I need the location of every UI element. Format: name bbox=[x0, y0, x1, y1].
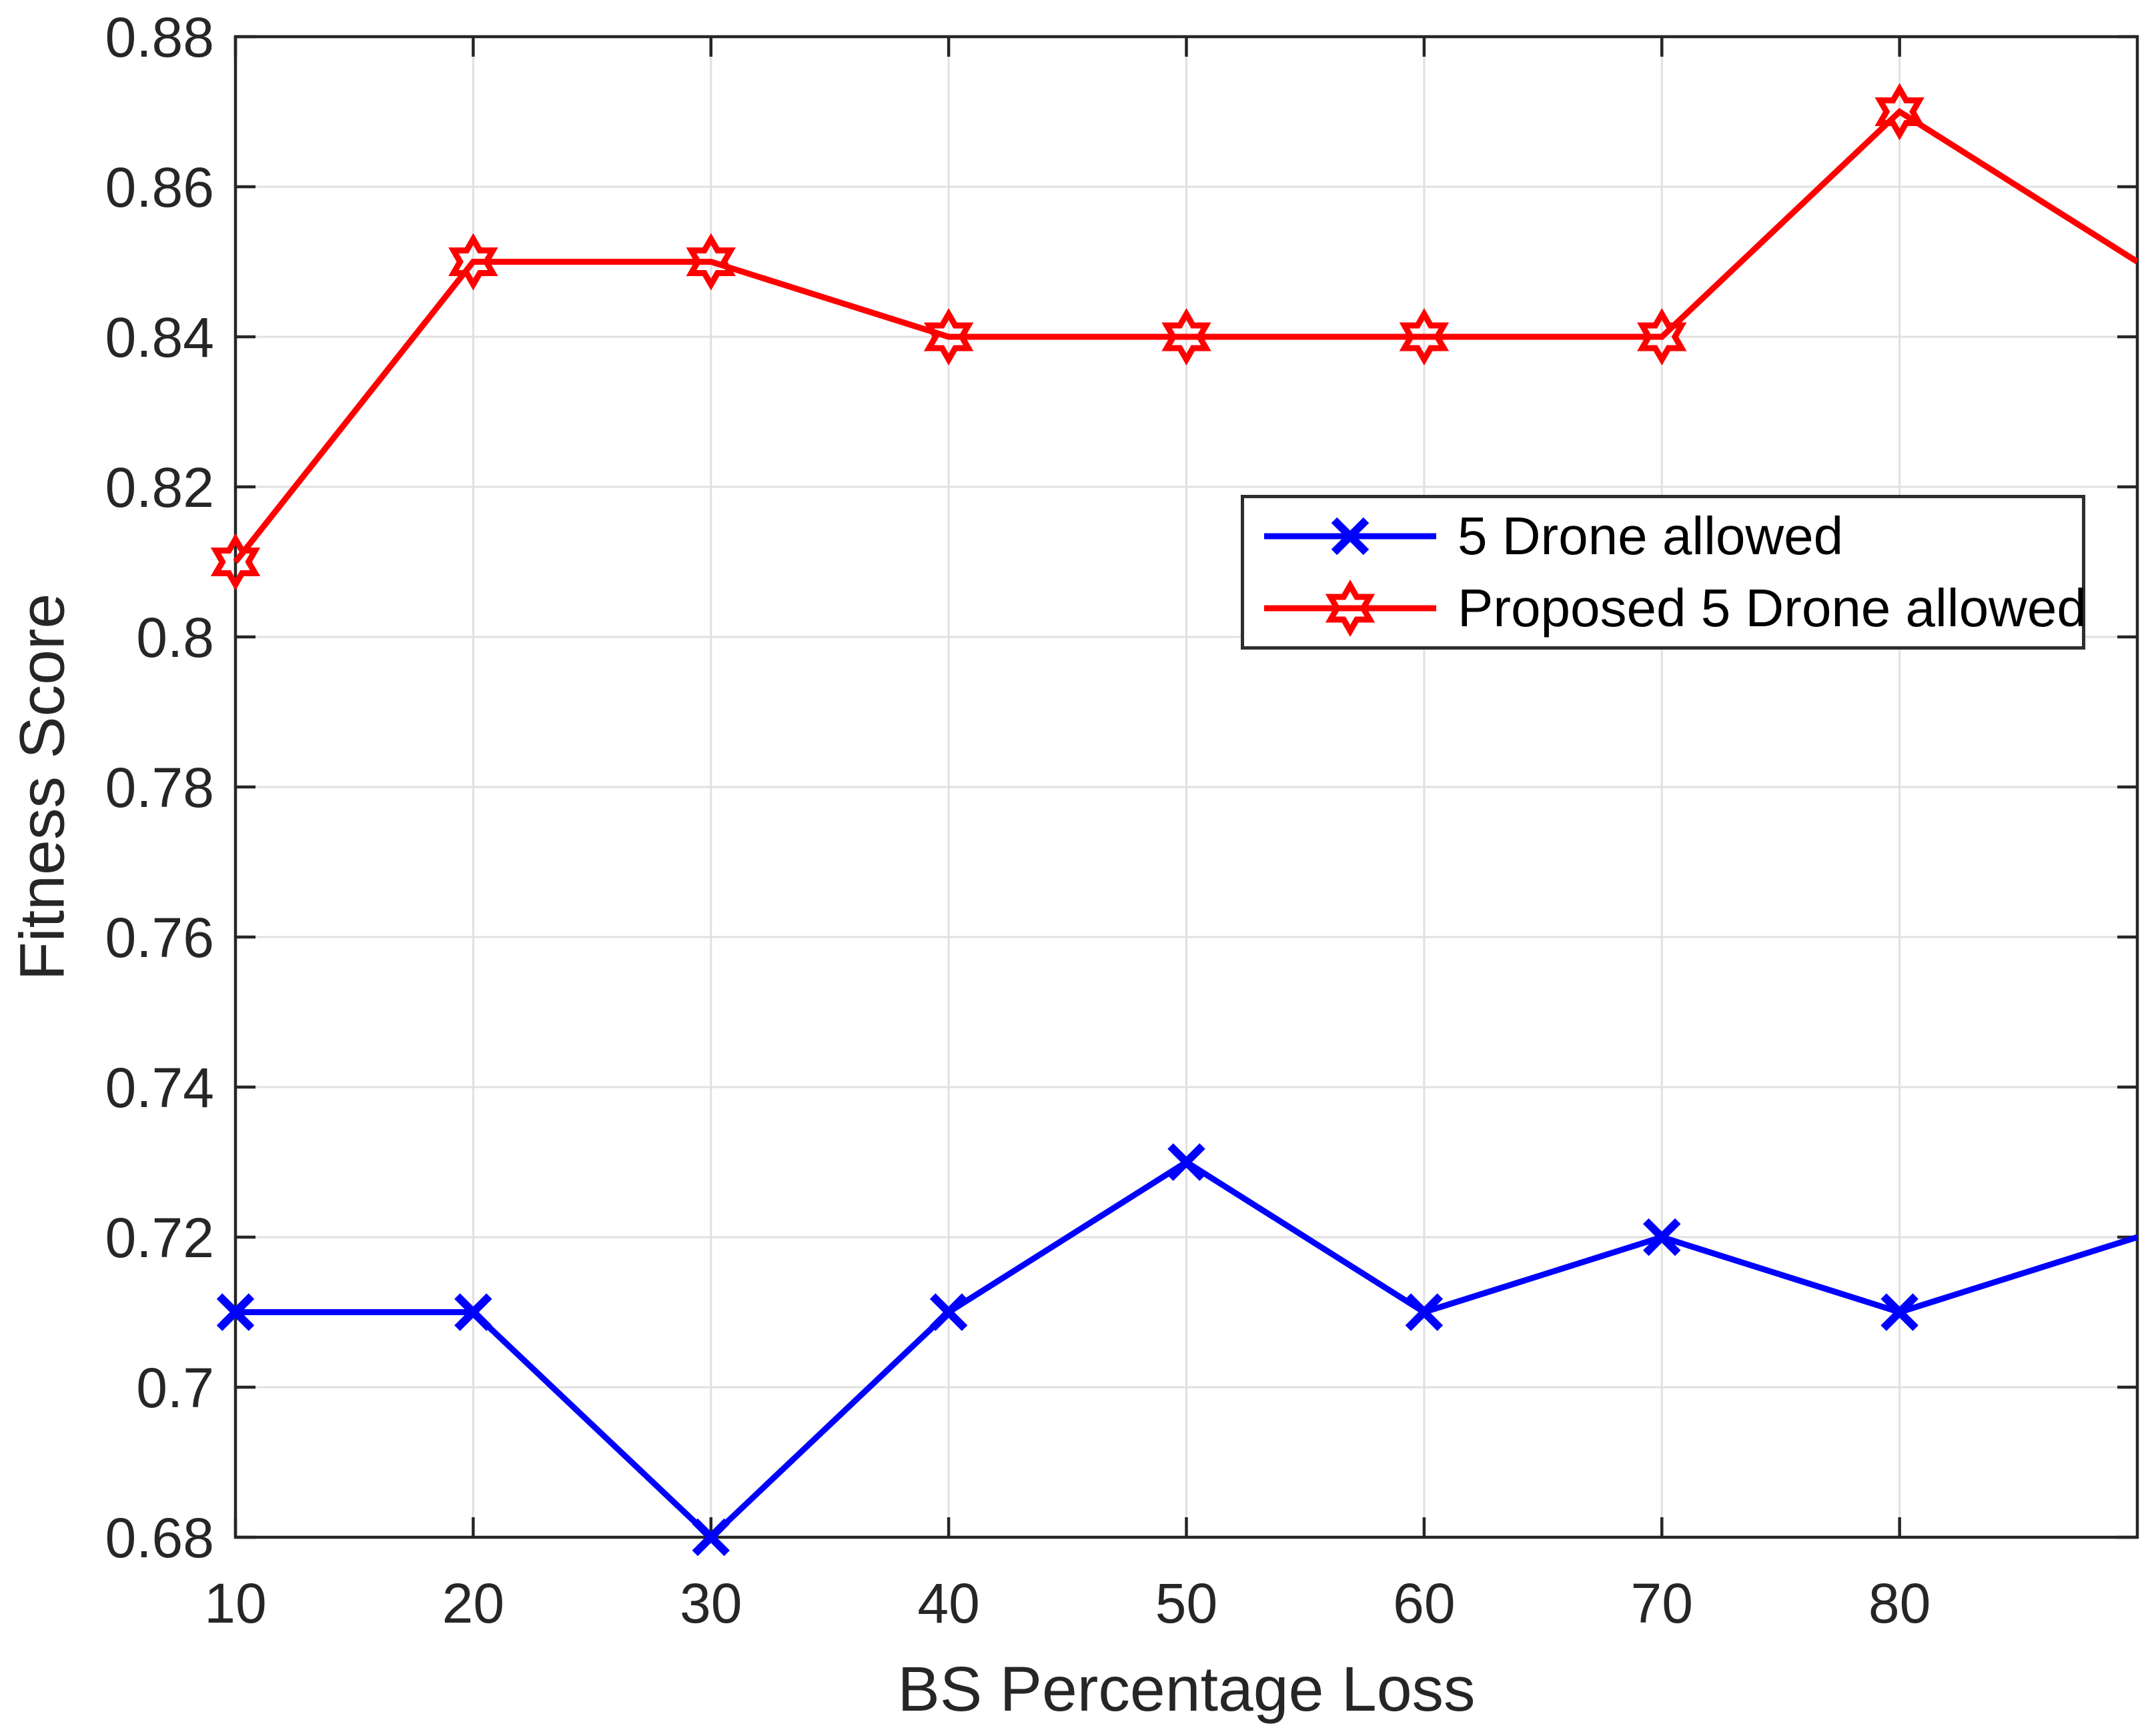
tick-labels: 0.68 0.7 0.72 0.74 0.76 0.78 0.8 0.82 0.84 0.86 0.… bbox=[105, 6, 1931, 1635]
legend-item-5-drone: 5 Drone allowed bbox=[1244, 502, 2082, 571]
legend: 5 Drone allowed Proposed 5 Drone allowed bbox=[1241, 495, 2087, 650]
series-red bbox=[210, 83, 2137, 591]
y-tick-label: 0.88 bbox=[105, 6, 215, 69]
x-tick-label: 20 bbox=[442, 1572, 504, 1635]
y-tick-label: 0.86 bbox=[105, 156, 215, 219]
x-tick-label: 50 bbox=[1155, 1572, 1217, 1635]
y-tick-label: 0.8 bbox=[136, 606, 214, 669]
x-tick-label: 30 bbox=[680, 1572, 742, 1635]
y-tick-label: 0.78 bbox=[105, 756, 215, 819]
x-tick-label: 10 bbox=[204, 1572, 266, 1635]
y-tick-label: 0.68 bbox=[105, 1507, 215, 1569]
legend-line-sample-x-marker-icon bbox=[1261, 502, 1439, 571]
series-blue bbox=[216, 1143, 2137, 1557]
x-axis-label: BS Percentage Loss bbox=[897, 1654, 1476, 1725]
y-tick-label: 0.7 bbox=[136, 1357, 214, 1419]
y-tick-label: 0.82 bbox=[105, 456, 215, 519]
y-tick-label: 0.84 bbox=[105, 306, 215, 369]
y-tick-label: 0.72 bbox=[105, 1206, 215, 1269]
y-tick-label: 0.76 bbox=[105, 906, 215, 969]
x-tick-label: 80 bbox=[1868, 1572, 1931, 1635]
series-markers bbox=[210, 83, 1925, 591]
x-tick-label: 40 bbox=[917, 1572, 979, 1635]
series-line bbox=[233, 107, 2137, 564]
legend-item-proposed-5-drone: Proposed 5 Drone allowed bbox=[1244, 574, 2087, 643]
legend-label: 5 Drone allowed bbox=[1458, 506, 1844, 566]
y-axis-label: Fitness Score bbox=[7, 593, 78, 981]
y-tick-label: 0.74 bbox=[105, 1056, 215, 1119]
legend-label: Proposed 5 Drone allowed bbox=[1458, 578, 2087, 638]
legend-line-sample-hexagram-marker-icon bbox=[1261, 574, 1439, 643]
x-tick-label: 60 bbox=[1393, 1572, 1455, 1635]
series-markers bbox=[216, 1143, 1919, 1557]
x-tick-label: 70 bbox=[1631, 1572, 1693, 1635]
